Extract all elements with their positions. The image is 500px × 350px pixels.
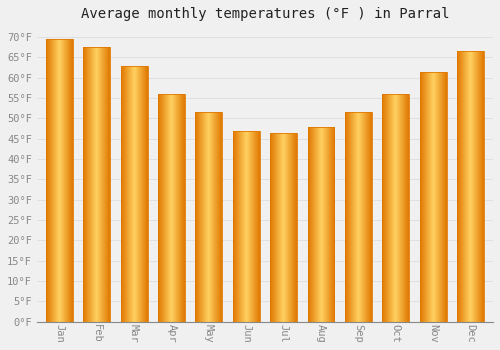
Bar — [83, 47, 110, 322]
Bar — [196, 112, 222, 322]
Bar — [382, 94, 409, 322]
Bar — [308, 127, 334, 322]
Bar — [158, 94, 185, 322]
Bar — [420, 72, 446, 322]
Bar — [345, 112, 372, 322]
Bar — [457, 51, 484, 322]
Bar — [270, 133, 297, 322]
Title: Average monthly temperatures (°F ) in Parral: Average monthly temperatures (°F ) in Pa… — [80, 7, 449, 21]
Bar — [120, 65, 148, 322]
Bar — [46, 39, 72, 322]
Bar — [233, 131, 260, 322]
